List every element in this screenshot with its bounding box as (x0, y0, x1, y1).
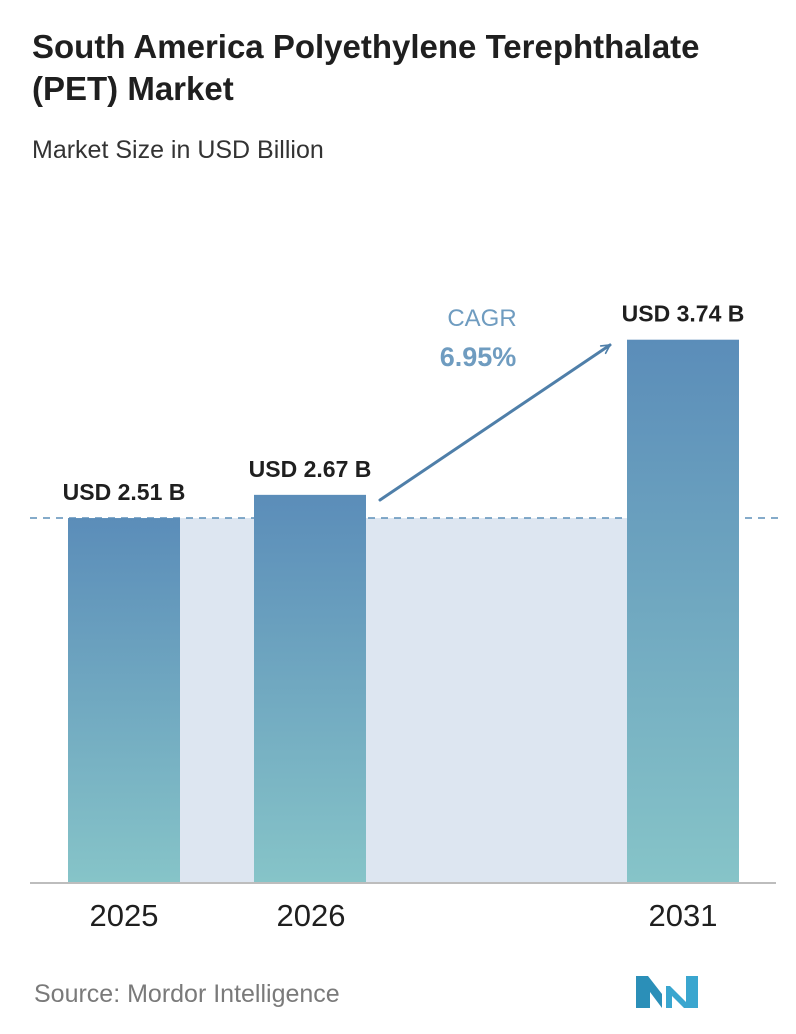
bar-2025 (68, 518, 180, 882)
bar-chart: USD 2.51 B USD 2.67 B USD 3.74 B 2025 2026 2… (30, 301, 782, 933)
value-label-2031: USD 3.74 B (622, 301, 745, 327)
value-label-2025: USD 2.51 B (63, 479, 186, 505)
mordor-intelligence-logo-icon (636, 976, 698, 1008)
cagr-value: 6.95% (440, 342, 517, 372)
bar-2026 (254, 494, 366, 882)
source-text: Source: Mordor Intelligence (34, 980, 340, 1008)
x-tick-2031: 2031 (649, 898, 718, 933)
x-tick-2025: 2025 (90, 898, 159, 933)
chart-subtitle: Market Size in USD Billion (32, 136, 324, 164)
chart-title: South America Polyethylene Terephthalate… (32, 28, 700, 107)
x-tick-2026: 2026 (277, 898, 346, 933)
value-label-2026: USD 2.67 B (249, 456, 372, 482)
cagr-arrow (378, 343, 612, 502)
bar-2031 (627, 339, 739, 882)
cagr-label: CAGR (447, 305, 516, 332)
